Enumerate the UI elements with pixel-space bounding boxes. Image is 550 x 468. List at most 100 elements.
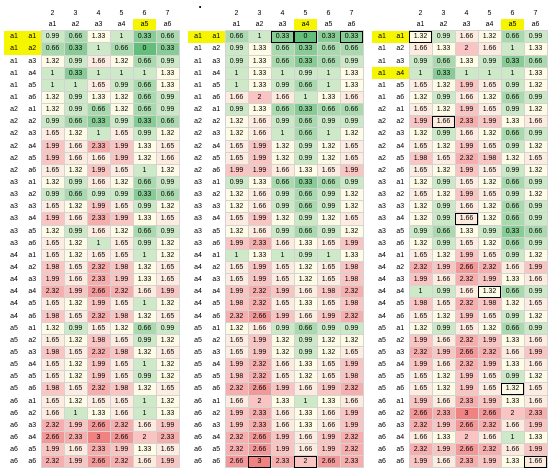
value-cell: 1.32 [270, 151, 295, 165]
value-cell: 1.66 [247, 321, 272, 335]
row-label-inner: a1 [392, 176, 409, 189]
row-label-outer: a3 [372, 237, 392, 250]
row-label-inner: a6 [392, 310, 409, 323]
value-cell: 1.33 [316, 90, 341, 105]
value-cell: 1.65 [408, 309, 433, 323]
row-label-outer: a2 [372, 164, 392, 177]
value-cell: 2 [500, 406, 525, 420]
value-cell: 0.66 [63, 188, 88, 202]
value-cell: 1.66 [454, 285, 479, 299]
value-cell: 0.66 [224, 30, 249, 44]
value-cell: 0.66 [132, 103, 157, 117]
value-cell: 1.99 [339, 418, 364, 432]
table-row: a4 a6 2.32 2.66 1.99 1.66 1.99 2.32 [188, 309, 364, 323]
value-cell: 1.99 [63, 285, 88, 299]
value-cell: 1.32 [431, 163, 456, 177]
value-cell: 2.32 [454, 297, 479, 311]
row-label-outer: a4 [4, 285, 24, 298]
value-cell: 2.32 [339, 382, 364, 396]
row-label-outer: a4 [188, 285, 208, 298]
value-cell: 0.99 [270, 321, 295, 335]
row-label-inner: a3 [24, 200, 41, 213]
row-label-inner: a6 [392, 237, 409, 250]
value-cell: 0.99 [270, 115, 295, 129]
value-cell: 0.99 [316, 115, 341, 129]
value-cell: 2.66 [247, 430, 272, 445]
row-label-inner: a5 [392, 152, 409, 165]
column-label: a4 [294, 19, 317, 31]
table-row: a5 a3 1.98 1.65 2.32 1.98 1.32 1.65 [4, 345, 180, 360]
value-cell: 1 [270, 66, 295, 80]
value-cell: 2.32 [477, 443, 502, 457]
value-cell: 0.66 [500, 127, 525, 141]
column-number: 2 [41, 8, 64, 20]
corner-cell [24, 8, 41, 20]
value-cell: 1.98 [224, 370, 249, 384]
value-cell: 0.99 [431, 212, 456, 226]
value-cell: 2.33 [339, 455, 364, 468]
row-label-outer: a5 [4, 358, 24, 371]
value-cell: 1.99 [431, 418, 456, 432]
column-label: a5 [317, 19, 340, 31]
value-cell: 0.99 [500, 370, 525, 384]
value-cell: 1.99 [270, 285, 295, 299]
value-cell: 1.65 [86, 248, 111, 262]
row-label-outer: a6 [372, 407, 392, 420]
row-label-inner: a1 [392, 103, 409, 116]
value-cell: 0.99 [523, 321, 548, 335]
value-cell: 0.99 [293, 212, 318, 226]
value-cell: 1.33 [500, 273, 525, 287]
value-cell: 1.32 [500, 382, 525, 396]
column-number: 5 [110, 8, 133, 20]
value-cell: 0.66 [132, 175, 157, 190]
value-cell: 1.99 [431, 260, 456, 275]
value-cell: 1 [132, 358, 157, 372]
value-cell: 2.32 [408, 443, 433, 457]
value-cell: 1.32 [408, 127, 433, 141]
value-cell: 2.32 [477, 260, 502, 275]
value-cell: 1.65 [431, 297, 456, 311]
value-cell: 1.33 [293, 236, 318, 250]
row-label-inner: a5 [208, 79, 225, 92]
value-cell: 1.33 [431, 430, 456, 445]
column-number: 5 [478, 8, 501, 20]
value-cell: 1.65 [408, 188, 433, 202]
value-cell: 1 [316, 127, 341, 141]
value-cell: 1.32 [477, 90, 502, 105]
table-row: a4 a3 1.99 1.66 2.32 1.99 1.33 1.66 [372, 273, 548, 287]
value-cell: 1.33 [339, 78, 364, 92]
value-cell: 1.98 [408, 151, 433, 165]
row-label-outer: a6 [4, 419, 24, 432]
value-cell: 1.32 [40, 54, 65, 68]
row-label-outer: a2 [372, 115, 392, 128]
value-cell: 1.32 [132, 260, 157, 275]
value-cell: 1 [63, 406, 88, 420]
value-cell: 1.33 [247, 175, 272, 190]
row-label-outer: a2 [188, 127, 208, 141]
row-label-inner: a2 [392, 407, 409, 420]
value-cell: 0.99 [431, 127, 456, 141]
table-row: a4 a4 1 0.99 1.66 1.32 0.66 0.99 [372, 285, 548, 299]
value-cell: 0.99 [155, 175, 180, 190]
value-cell: 0.99 [40, 30, 65, 44]
value-cell: 1.99 [86, 297, 111, 311]
row-label-inner: a4 [208, 431, 225, 444]
value-cell: 1.65 [316, 358, 341, 372]
value-cell: 1.65 [109, 248, 134, 262]
value-cell: 1.32 [63, 358, 88, 372]
table-row: a1 a1 1.32 0.99 1.66 1.32 0.66 0.99 [372, 30, 548, 44]
value-cell: 1.65 [477, 103, 502, 117]
value-cell: 1.32 [408, 236, 433, 250]
value-cell: 1.33 [500, 358, 525, 372]
row-label-inner: a4 [392, 285, 409, 298]
value-cell: 1.99 [109, 151, 134, 165]
value-cell: 0.99 [155, 103, 180, 117]
value-cell: 1.66 [316, 406, 341, 420]
value-cell: 1.32 [155, 127, 180, 141]
value-cell: 1.65 [40, 333, 65, 347]
value-cell: 1.65 [224, 212, 249, 226]
value-cell: 0.99 [477, 54, 502, 68]
value-cell: 1.66 [454, 127, 479, 141]
row-label-outer: a2 [4, 103, 24, 116]
value-cell: 1.66 [109, 406, 134, 420]
